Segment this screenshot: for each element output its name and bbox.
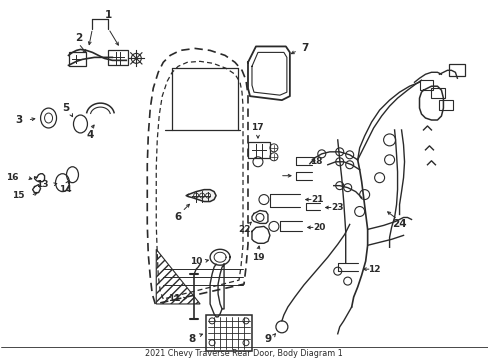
Text: 1: 1	[104, 10, 112, 19]
Polygon shape	[186, 190, 216, 202]
Text: 22: 22	[237, 225, 250, 234]
Text: 16: 16	[6, 173, 19, 182]
Text: 2021 Chevy Traverse Rear Door, Body Diagram 1: 2021 Chevy Traverse Rear Door, Body Diag…	[145, 349, 342, 358]
Text: 13: 13	[36, 180, 49, 189]
Text: 5: 5	[62, 103, 69, 113]
Bar	[419, 80, 432, 90]
Text: 6: 6	[174, 212, 182, 222]
Text: 12: 12	[367, 265, 380, 274]
Bar	[448, 64, 465, 76]
Text: 7: 7	[301, 44, 308, 53]
Text: 10: 10	[189, 257, 202, 266]
Text: 14: 14	[59, 185, 72, 194]
Bar	[430, 88, 445, 98]
Text: 9: 9	[264, 334, 271, 344]
Text: 8: 8	[188, 334, 195, 344]
Text: 19: 19	[251, 253, 264, 262]
Text: 15: 15	[12, 191, 25, 200]
Bar	[439, 100, 452, 110]
Text: 20: 20	[313, 223, 325, 232]
Text: 23: 23	[331, 203, 343, 212]
Text: 11: 11	[167, 294, 180, 303]
Text: 4: 4	[86, 130, 94, 140]
Text: 18: 18	[309, 157, 322, 166]
Text: 21: 21	[311, 195, 324, 204]
Text: 3: 3	[15, 115, 22, 125]
Text: 2: 2	[75, 33, 82, 44]
Text: 24: 24	[391, 220, 406, 229]
Text: 17: 17	[250, 123, 263, 132]
